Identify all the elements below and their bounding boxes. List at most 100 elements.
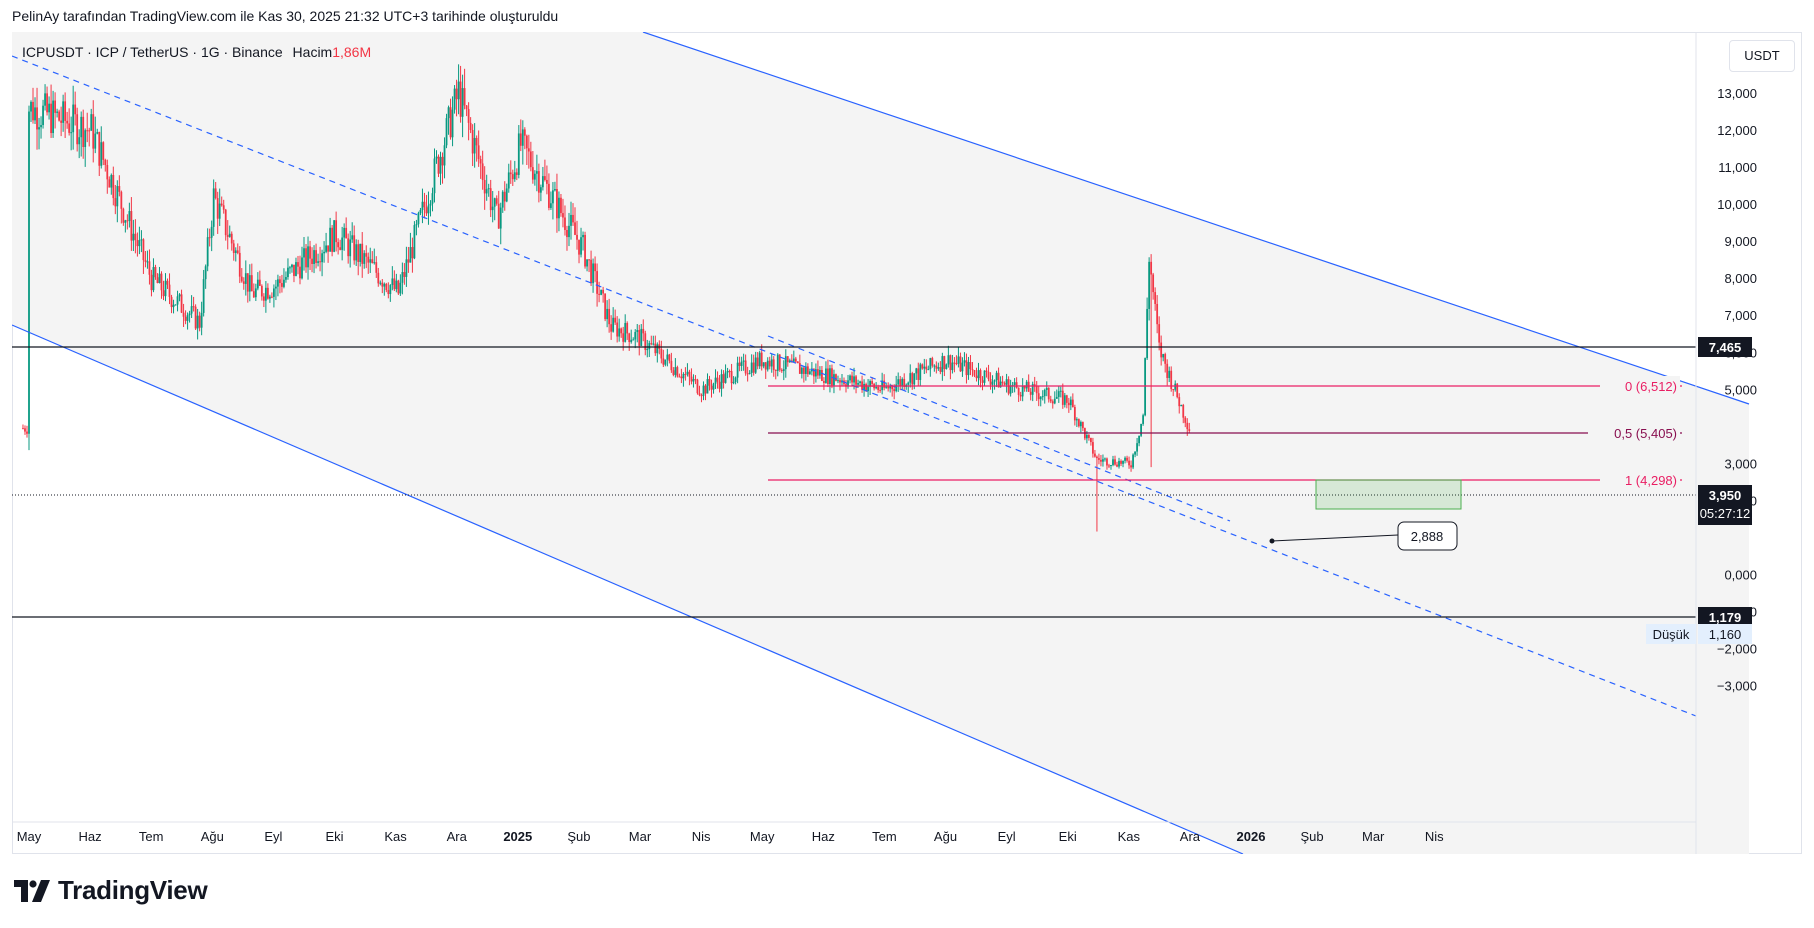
candle-body bbox=[863, 383, 865, 390]
candle-body bbox=[389, 285, 392, 295]
candle-body bbox=[792, 358, 795, 362]
candle-body bbox=[1186, 422, 1189, 430]
candle-body bbox=[971, 369, 974, 371]
candle-body bbox=[176, 296, 179, 305]
candle-body bbox=[365, 253, 368, 257]
candle-body bbox=[441, 156, 444, 166]
candle-body bbox=[1029, 391, 1032, 395]
fib-label-1: 1 (4,298) bbox=[1625, 473, 1677, 488]
candle-body bbox=[387, 290, 390, 295]
candle-body bbox=[1073, 407, 1076, 421]
candle-body bbox=[293, 264, 295, 276]
candle-body bbox=[335, 220, 338, 243]
candle-body bbox=[437, 156, 440, 174]
candle-body bbox=[264, 287, 267, 301]
callout-anchor bbox=[1269, 538, 1275, 544]
candle-body bbox=[228, 233, 231, 237]
candle-body bbox=[1031, 384, 1034, 395]
candle-body bbox=[236, 250, 239, 253]
candle-body bbox=[728, 371, 731, 373]
candle-body bbox=[22, 428, 24, 430]
candle-body bbox=[796, 361, 799, 364]
candle-body bbox=[439, 156, 442, 174]
candle-body bbox=[674, 367, 677, 375]
candle-body bbox=[819, 369, 821, 376]
candle-body bbox=[164, 280, 167, 297]
time-axis-label: Nis bbox=[1425, 829, 1444, 844]
candle-body bbox=[825, 368, 827, 383]
candle-body bbox=[865, 383, 867, 392]
candle-body bbox=[40, 125, 42, 128]
candle-body bbox=[939, 367, 942, 372]
candle-body bbox=[927, 369, 930, 371]
candle-body bbox=[1096, 456, 1098, 459]
candle-body bbox=[1152, 274, 1155, 293]
candle-body bbox=[752, 362, 755, 373]
candle-body bbox=[961, 362, 964, 372]
candle-body bbox=[407, 259, 410, 263]
callout-box[interactable] bbox=[1397, 521, 1458, 551]
candle-body bbox=[499, 207, 502, 229]
candle-body bbox=[146, 261, 149, 263]
tradingview-logo[interactable]: TradingView bbox=[14, 875, 208, 906]
candle-body bbox=[367, 256, 370, 263]
currency-unit-button[interactable]: USDT bbox=[1729, 40, 1795, 72]
candle-body bbox=[144, 260, 147, 262]
candle-body bbox=[742, 360, 745, 362]
candle-body bbox=[26, 431, 28, 434]
candle-body bbox=[776, 354, 779, 371]
price-chart[interactable]: 0 (6,512) 0,5 (5,405) 1 (4,298) 2,888 13… bbox=[12, 32, 1802, 854]
candle-body bbox=[732, 381, 735, 384]
candle-body bbox=[501, 191, 504, 208]
candle-body bbox=[42, 105, 44, 126]
time-axis[interactable]: May Haz Tem Ağu Eyl Eki Kas Ara 2025 Şub Mar Nis May… bbox=[17, 829, 1444, 844]
candle-body bbox=[327, 245, 330, 252]
candle-body bbox=[893, 389, 896, 392]
candle-body bbox=[68, 123, 71, 133]
callout-leader bbox=[1271, 534, 1399, 542]
candle-body bbox=[794, 358, 797, 362]
candle-body bbox=[1033, 384, 1036, 386]
candle-body bbox=[630, 339, 633, 343]
candle-body bbox=[281, 283, 283, 287]
candle-body bbox=[509, 172, 512, 175]
symbol-legend[interactable]: ICPUSDT · ICP / TetherUS · 1G · Binance … bbox=[22, 44, 371, 60]
candle-body bbox=[867, 386, 869, 392]
candle-body bbox=[132, 233, 135, 241]
candle-body bbox=[50, 103, 52, 134]
candle-body bbox=[758, 352, 761, 367]
demand-zone[interactable] bbox=[1315, 479, 1462, 510]
candle-body bbox=[260, 285, 263, 297]
time-axis-label: Haz bbox=[79, 829, 102, 844]
candle-body bbox=[829, 368, 831, 385]
candle-body bbox=[1144, 358, 1147, 416]
candle-body bbox=[812, 368, 815, 377]
candle-body bbox=[200, 312, 203, 328]
channel-upper-line[interactable] bbox=[642, 32, 1750, 405]
candle-body bbox=[817, 369, 819, 376]
candle-body bbox=[628, 333, 631, 343]
candle-body bbox=[1088, 434, 1090, 438]
candle-body bbox=[1071, 399, 1074, 408]
candle-body bbox=[1146, 308, 1149, 359]
candle-body bbox=[716, 377, 719, 382]
candle-body bbox=[554, 188, 556, 191]
inner-trendline[interactable] bbox=[767, 335, 1231, 522]
candle-body bbox=[965, 360, 968, 376]
candle-body bbox=[754, 357, 757, 373]
candle-body bbox=[473, 137, 476, 154]
candle-body bbox=[1098, 458, 1100, 460]
candle-body bbox=[859, 381, 861, 384]
candle-body bbox=[391, 278, 394, 286]
candle-body bbox=[38, 127, 40, 130]
candle-body bbox=[847, 380, 849, 387]
candle-body bbox=[375, 262, 378, 273]
time-axis-label: May bbox=[750, 829, 775, 844]
channel-lower-line[interactable] bbox=[12, 324, 1244, 854]
candle-body bbox=[1180, 405, 1183, 407]
candle-body bbox=[698, 393, 701, 396]
candle-body bbox=[546, 179, 548, 184]
candle-body bbox=[1138, 435, 1140, 444]
candle-body bbox=[222, 205, 225, 210]
candle-body bbox=[483, 180, 486, 194]
